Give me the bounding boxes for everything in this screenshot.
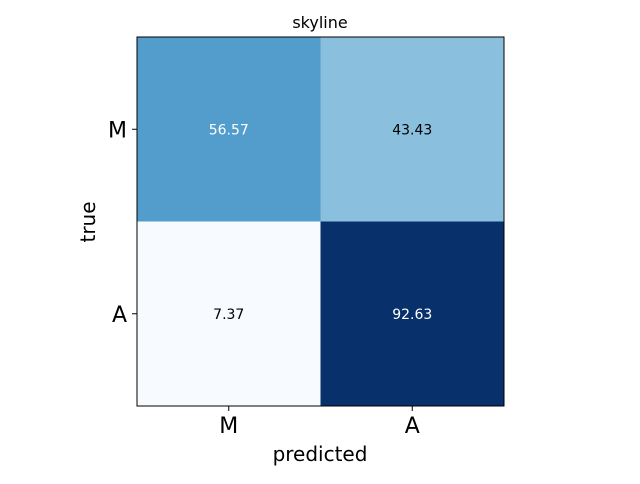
- x-axis-label: predicted: [273, 442, 368, 466]
- chart-title: skyline: [292, 13, 347, 32]
- cell-value-label-1-1: 92.63: [392, 307, 432, 323]
- y-axis-label: true: [76, 201, 100, 242]
- x-tick-label-0: M: [219, 414, 238, 439]
- heatmap-cell-1-1: [320, 221, 505, 407]
- y-tick-label-0: M: [108, 118, 127, 143]
- cell-value-label-1-0: 7.37: [213, 307, 244, 323]
- heatmap-cells: 56.57 43.43 7.37 92.63: [137, 37, 505, 407]
- y-axis-ticks: MA: [108, 118, 137, 328]
- cell-value-label-0-1: 43.43: [392, 122, 432, 138]
- heatmap-cell-0-0: [137, 37, 321, 222]
- x-tick-label-1: A: [405, 414, 420, 439]
- cell-value-label-0-0: 56.57: [209, 122, 249, 138]
- heatmap-cell-0-1: [320, 37, 505, 222]
- y-tick-label-1: A: [112, 303, 127, 328]
- plot-frame: [136, 36, 505, 407]
- heatmap-cell-1-0: [137, 221, 321, 407]
